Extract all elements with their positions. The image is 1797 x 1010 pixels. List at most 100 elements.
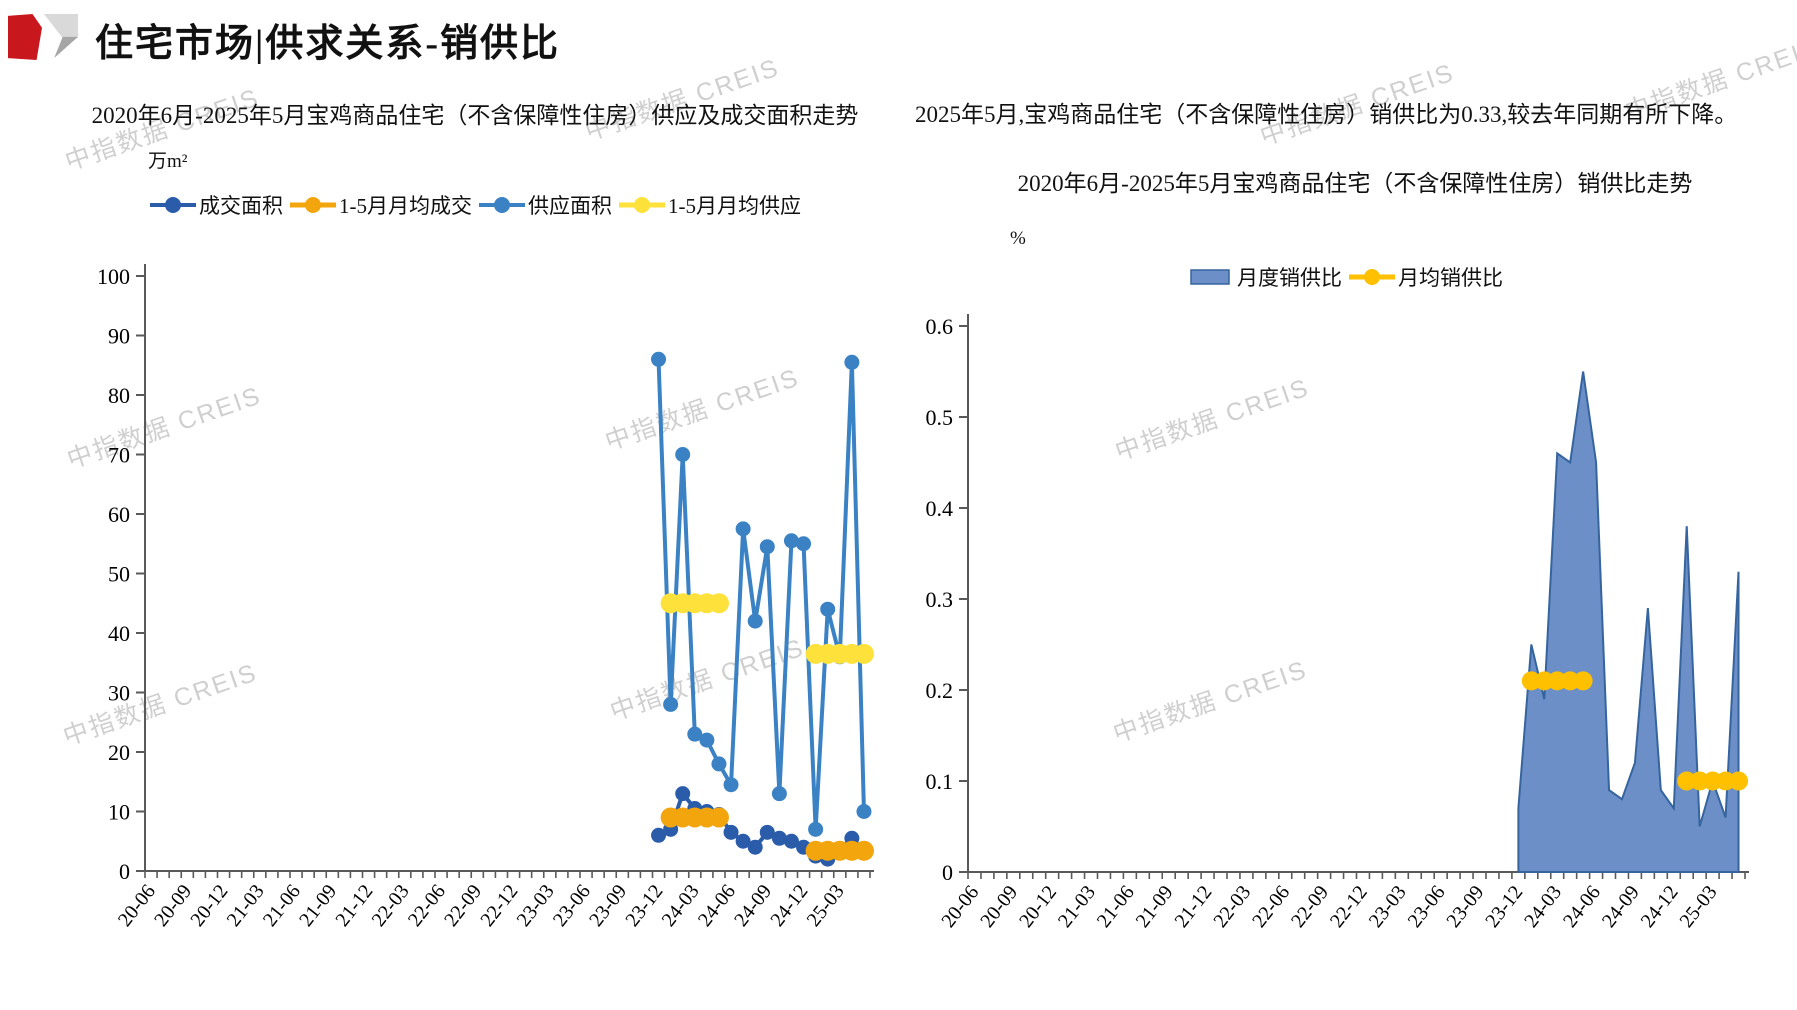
x-tick-label: 21-03 (223, 881, 269, 931)
y-tick-label: 0 (119, 859, 130, 884)
x-tick-label: 23-06 (1404, 882, 1450, 932)
data-point (723, 824, 739, 840)
avg-data-point (853, 840, 874, 861)
y-tick-label: 0.1 (926, 769, 954, 794)
data-point (771, 786, 787, 802)
x-tick-label: 25-03 (1675, 882, 1721, 932)
legend-item: 1-5月月均成交 (289, 190, 472, 220)
y-tick-label: 70 (108, 443, 130, 468)
y-tick-label: 0 (942, 860, 953, 885)
x-tick-label: 23-03 (513, 881, 559, 931)
x-tick-label: 24-03 (1520, 882, 1566, 932)
x-tick-label: 22-12 (1326, 882, 1372, 932)
x-tick-label: 21-09 (1132, 882, 1178, 932)
data-point (783, 533, 799, 549)
data-point (844, 354, 860, 370)
right-chart-unit-label: % (1010, 228, 1026, 249)
legend-label: 成交面积 (199, 194, 283, 218)
data-point (735, 833, 751, 849)
x-tick-label: 22-06 (1248, 882, 1294, 932)
x-tick-label: 23-12 (1481, 882, 1527, 932)
x-tick-label: 24-12 (766, 881, 812, 931)
legend-line-marker (150, 197, 196, 213)
x-tick-label: 24-12 (1637, 882, 1683, 932)
avg-data-point (1729, 771, 1749, 791)
y-tick-label: 0.2 (926, 678, 954, 703)
creis-logo (8, 12, 80, 62)
x-tick-label: 23-09 (1442, 882, 1488, 932)
page-title: 住宅市场|供求关系-销供比 (95, 23, 561, 65)
x-tick-label: 20-12 (186, 881, 232, 931)
x-tick-label: 25-03 (803, 881, 849, 931)
x-tick-label: 20-06 (937, 882, 983, 932)
right-note-text: 2025年5月,宝鸡商品住宅（不含保障性住房）销供比为0.33,较去年同期有所下… (915, 102, 1738, 127)
legend-label: 月均销供比 (1398, 266, 1503, 290)
right-chart-title: 2020年6月-2025年5月宝鸡商品住宅（不含保障性住房）销供比走势 (1017, 171, 1693, 196)
data-point (675, 786, 691, 802)
data-point (856, 804, 872, 819)
avg-data-point (708, 807, 729, 828)
legend-label: 月度销供比 (1237, 266, 1342, 290)
data-point (747, 613, 763, 629)
x-tick-label: 23-12 (621, 881, 667, 931)
y-tick-label: 40 (108, 621, 130, 646)
data-point (711, 756, 727, 772)
x-tick-label: 23-03 (1365, 882, 1411, 932)
x-tick-label: 21-12 (331, 881, 377, 931)
data-point (699, 732, 715, 748)
legend-line-marker (1349, 269, 1395, 285)
avg-data-point (853, 643, 874, 664)
x-tick-label: 22-09 (440, 881, 486, 931)
legend-line-marker (290, 197, 336, 213)
legend-item: 1-5月月均供应 (618, 190, 801, 220)
y-tick-label: 0.3 (926, 587, 954, 612)
x-tick-label: 22-03 (368, 881, 414, 931)
data-point (808, 821, 824, 837)
x-tick-label: 21-03 (1054, 882, 1100, 932)
x-tick-label: 24-09 (1598, 882, 1644, 932)
legend-area-swatch (1190, 269, 1230, 285)
x-tick-label: 20-09 (150, 881, 196, 931)
x-tick-label: 20-12 (1015, 882, 1061, 932)
right-chart-legend: 月度销供比 月均销供比 (905, 262, 1785, 292)
data-point (796, 536, 812, 552)
legend-label: 供应面积 (528, 194, 612, 218)
left-chart-title: 2020年6月-2025年5月宝鸡商品住宅（不含保障性住房）供应及成交面积走势 (91, 103, 859, 128)
data-point (783, 833, 799, 849)
legend-line-marker (479, 197, 525, 213)
y-tick-label: 30 (108, 681, 130, 706)
x-tick-label: 24-09 (730, 881, 776, 931)
x-tick-label: 24-06 (1559, 882, 1605, 932)
data-point (651, 827, 667, 843)
left-chart-unit-label: 万m² (148, 151, 188, 172)
y-tick-label: 0.6 (926, 314, 954, 339)
y-tick-label: 50 (108, 562, 130, 587)
y-tick-label: 90 (108, 324, 130, 349)
legend-item: 月均销供比 (1348, 262, 1503, 292)
legend-line-marker (619, 197, 665, 213)
left-chart-legend: 成交面积 1-5月月均成交 供应面积 1-5月月均供应 (70, 190, 880, 220)
y-tick-label: 20 (108, 740, 130, 765)
x-tick-label: 24-03 (658, 881, 704, 931)
x-tick-label: 23-09 (585, 881, 631, 931)
y-tick-label: 0.5 (926, 405, 954, 430)
x-tick-label: 22-03 (1209, 882, 1255, 932)
x-tick-label: 22-06 (404, 881, 450, 931)
legend-item: 成交面积 (149, 190, 283, 220)
x-tick-label: 20-06 (114, 881, 160, 931)
legend-label: 1-5月月均成交 (339, 194, 472, 218)
x-tick-label: 21-09 (295, 881, 341, 931)
left-chart-svg: 010203040506070809010020-0620-0920-1221-… (97, 264, 874, 931)
y-tick-label: 0.4 (926, 496, 954, 521)
x-tick-label: 20-09 (976, 882, 1022, 932)
y-tick-label: 60 (108, 502, 130, 527)
x-tick-label: 24-06 (694, 881, 740, 931)
y-tick-label: 100 (97, 264, 130, 289)
data-point (675, 447, 691, 462)
data-point (820, 601, 836, 617)
legend-label: 1-5月月均供应 (668, 194, 801, 218)
y-tick-label: 80 (108, 383, 130, 408)
x-tick-label: 22-12 (476, 881, 522, 931)
x-tick-label: 22-09 (1287, 882, 1333, 932)
